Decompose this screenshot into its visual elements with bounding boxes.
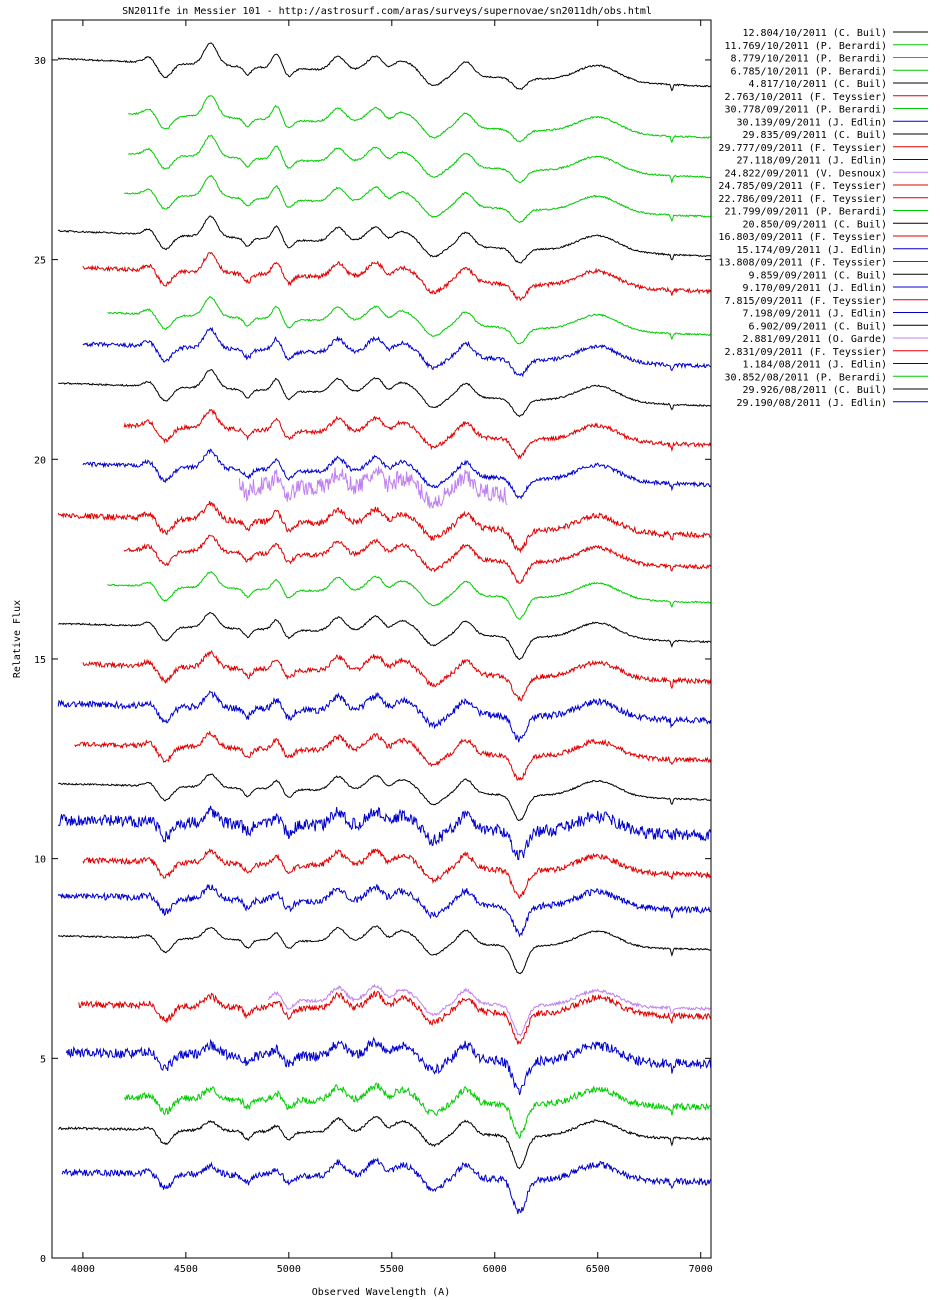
x-tick-label: 5000 xyxy=(277,1264,301,1275)
spectrum-line xyxy=(57,215,711,264)
legend-label: 21.799/09/2011 (P. Berardi) xyxy=(724,207,887,218)
plot-frame xyxy=(51,19,712,1259)
legend-label: 7.198/09/2011 (J. Edlin) xyxy=(743,309,888,320)
spectrum-line xyxy=(57,42,711,92)
legend-label: 1.184/08/2011 (J. Edlin) xyxy=(743,360,888,371)
spectrum-line xyxy=(82,448,711,500)
legend-label: 2.763/10/2011 (F. Teyssier) xyxy=(724,92,887,103)
spectrum-line xyxy=(58,1115,711,1170)
legend-label: 20.850/09/2011 (C. Buil) xyxy=(743,219,888,230)
spectrum-line xyxy=(128,134,711,185)
x-axis: 4000 4500 5000 5500 6000 6500 7000 xyxy=(71,20,713,1275)
x-tick-label: 6500 xyxy=(586,1264,610,1275)
legend-label: 9.170/09/2011 (J. Edlin) xyxy=(743,283,888,294)
spectrum-line xyxy=(123,1082,711,1139)
legend-label: 2.881/09/2011 (O. Garde) xyxy=(743,334,888,345)
legend-label: 15.174/09/2011 (J. Edlin) xyxy=(736,245,887,256)
spectrum-line xyxy=(123,408,712,460)
legend-label: 4.817/10/2011 (C. Buil) xyxy=(749,79,887,90)
y-tick-label: 30 xyxy=(34,56,46,67)
y-tick-label: 10 xyxy=(34,855,46,866)
spectrum-line xyxy=(107,296,711,345)
legend-label: 29.835/09/2011 (C. Buil) xyxy=(743,130,888,141)
x-tick-label: 4500 xyxy=(174,1264,198,1275)
legend-label: 30.139/09/2011 (J. Edlin) xyxy=(736,117,887,128)
spectrum-line xyxy=(82,326,711,378)
spectrum-line xyxy=(74,730,712,781)
spectrum-line xyxy=(65,1036,712,1096)
spectrum-line xyxy=(267,983,711,1037)
spectrum-line xyxy=(107,571,711,620)
y-tick-label: 15 xyxy=(34,655,46,666)
x-tick-label: 7000 xyxy=(689,1264,713,1275)
spectrum-line xyxy=(82,650,712,702)
y-tick-label: 0 xyxy=(40,1254,46,1265)
spectrum-line xyxy=(57,690,712,743)
legend-label: 12.804/10/2011 (C. Buil) xyxy=(743,28,888,39)
legend-label: 6.902/09/2011 (C. Buil) xyxy=(749,321,887,332)
spectrum-line xyxy=(128,95,711,144)
x-tick-label: 5500 xyxy=(380,1264,404,1275)
spectrum-line xyxy=(123,534,712,584)
legend-label: 9.859/09/2011 (C. Buil) xyxy=(749,270,887,281)
legend-label: 27.118/09/2011 (J. Edlin) xyxy=(736,156,887,167)
spectrum-line xyxy=(57,805,712,861)
legend-label: 29.190/08/2011 (J. Edlin) xyxy=(736,398,887,409)
legend-label: 6.785/10/2011 (P. Berardi) xyxy=(730,66,887,77)
spectrum-line xyxy=(82,252,712,302)
spectrum-line xyxy=(58,611,711,661)
legend-label: 24.785/09/2011 (F. Teyssier) xyxy=(718,181,887,192)
legend-label: 24.822/09/2011 (V. Desnoux) xyxy=(724,168,887,179)
y-axis-label: Relative Flux xyxy=(12,600,23,678)
spectrum-line xyxy=(57,500,711,554)
legend-label: 16.803/09/2011 (F. Teyssier) xyxy=(718,232,887,243)
spectra xyxy=(57,42,712,1215)
spectrum-line xyxy=(78,990,712,1045)
legend: 12.804/10/2011 (C. Buil) 11.769/10/2011 (… xyxy=(718,28,928,409)
spectrum-line xyxy=(124,174,711,224)
spectrum-line xyxy=(82,847,712,900)
x-axis-label: Observed Wavelength (A) xyxy=(312,1287,450,1298)
spectrum-line xyxy=(57,925,711,975)
legend-label: 29.926/08/2011 (C. Buil) xyxy=(743,385,888,396)
spectrum-line xyxy=(58,369,711,418)
legend-label: 8.779/10/2011 (P. Berardi) xyxy=(730,54,887,65)
spectrum-line xyxy=(57,773,711,822)
legend-label: 11.769/10/2011 (P. Berardi) xyxy=(724,41,887,52)
y-axis: 0 5 10 15 20 25 30 xyxy=(34,56,711,1265)
legend-label: 13.808/09/2011 (F. Teyssier) xyxy=(718,258,887,269)
chart-title: SN2011fe in Messier 101 - http://astrosu… xyxy=(122,6,652,17)
legend-label: 2.831/09/2011 (F. Teyssier) xyxy=(724,347,887,358)
y-tick-label: 25 xyxy=(34,256,46,267)
legend-label: 30.778/09/2011 (P. Berardi) xyxy=(724,105,887,116)
legend-label: 29.777/09/2011 (F. Teyssier) xyxy=(718,143,887,154)
spectrum-line xyxy=(61,1157,712,1215)
spectrum-line xyxy=(57,883,711,938)
x-tick-label: 4000 xyxy=(71,1264,95,1275)
legend-label: 30.852/08/2011 (P. Berardi) xyxy=(724,372,887,383)
spectrum-line xyxy=(238,466,508,509)
y-tick-label: 5 xyxy=(40,1054,46,1065)
x-tick-label: 6000 xyxy=(483,1264,507,1275)
legend-label: 7.815/09/2011 (F. Teyssier) xyxy=(724,296,887,307)
legend-label: 22.786/09/2011 (F. Teyssier) xyxy=(718,194,887,205)
y-tick-label: 20 xyxy=(34,455,46,466)
